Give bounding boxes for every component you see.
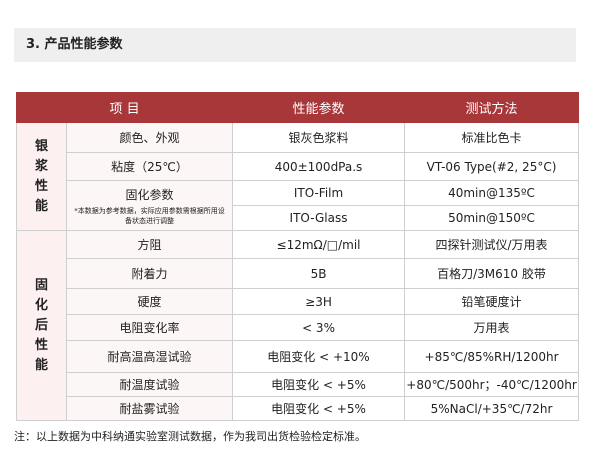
value-cell: < 3%: [232, 314, 406, 341]
method-cell: 标准比色卡: [404, 122, 580, 153]
item-cell: 耐高温高湿试验: [65, 340, 234, 373]
item-cell: 硬度: [65, 288, 234, 315]
item-label: 电阻变化率: [119, 321, 180, 335]
item-label: 颜色、外观: [119, 131, 180, 145]
method-cell: VT-06 Type(#2, 25°C): [404, 152, 580, 181]
group-label: 银浆性能: [34, 138, 48, 214]
value-cell: ≥3H: [232, 288, 406, 315]
value-cell: 400±100dPa.s: [232, 152, 406, 181]
method-cell: 万用表: [404, 314, 580, 341]
item-cell: 电阻变化率: [65, 314, 234, 341]
item-label: 耐盐雾试验: [119, 402, 180, 416]
value-cell: 电阻变化 < +5%: [232, 372, 406, 397]
group-cell: 固化后性能: [16, 230, 67, 421]
value-cell: ITO-Film: [232, 180, 406, 206]
item-label: 附着力: [131, 267, 168, 281]
method-cell: 百格刀/3M610 胶带: [404, 258, 580, 289]
method-cell: 50min@150ºC: [404, 205, 580, 231]
item-cell: 方阻: [65, 230, 234, 259]
value-cell: 电阻变化 < +5%: [232, 396, 406, 421]
footnote: 注：以上数据为中科纳通实验室测试数据，作为我司出货检验检定标准。: [14, 430, 366, 443]
column-header: 测试方法: [404, 92, 580, 123]
item-cell: 耐盐雾试验: [65, 396, 234, 421]
item-label: 耐温度试验: [119, 378, 180, 392]
value-cell: 银灰色浆料: [232, 122, 406, 153]
spec-table: 项 目性能参数 测试方法银浆性能 颜色、外观 银灰色浆料 标准比色卡粘度（25℃） 400…: [15, 92, 580, 421]
section-title: 3. 产品性能参数: [14, 28, 576, 62]
group-label: 固化后性能: [34, 277, 48, 373]
value-cell: 5B: [232, 258, 406, 289]
method-cell: +80℃/500hr；-40℃/1200hr: [404, 372, 580, 397]
value-cell: ITO-Glass: [232, 205, 406, 231]
value-cell: 电阻变化 < +10%: [232, 340, 406, 373]
method-cell: 铅笔硬度计: [404, 288, 580, 315]
method-cell: 四探针测试仪/万用表: [404, 230, 580, 259]
method-cell: 40min@135ºC: [404, 180, 580, 206]
value-cell: ≤12mΩ/□/mil: [232, 230, 406, 259]
item-cell: 颜色、外观: [65, 122, 234, 153]
item-cell: 耐温度试验: [65, 372, 234, 397]
item-cell: 固化参数 *本数据为参考数据，实际应用参数需根据所用设备状态进行调整: [65, 180, 234, 231]
item-label: 方阻: [137, 238, 162, 252]
item-label: 粘度（25℃）: [111, 160, 188, 174]
item-cell: 粘度（25℃）: [65, 152, 234, 181]
column-header: 项 目: [15, 92, 234, 123]
group-cell: 银浆性能: [16, 122, 67, 231]
item-note: *本数据为参考数据，实际应用参数需根据所用设备状态进行调整: [74, 206, 225, 225]
item-label: 硬度: [137, 295, 162, 309]
column-header: 性能参数: [232, 92, 406, 123]
method-cell: 5%NaCl/+35℃/72hr: [404, 396, 580, 421]
item-label: 固化参数: [125, 187, 174, 202]
item-label: 耐高温高湿试验: [107, 350, 192, 364]
method-cell: +85℃/85%RH/1200hr: [404, 340, 580, 373]
item-cell: 附着力: [65, 258, 234, 289]
